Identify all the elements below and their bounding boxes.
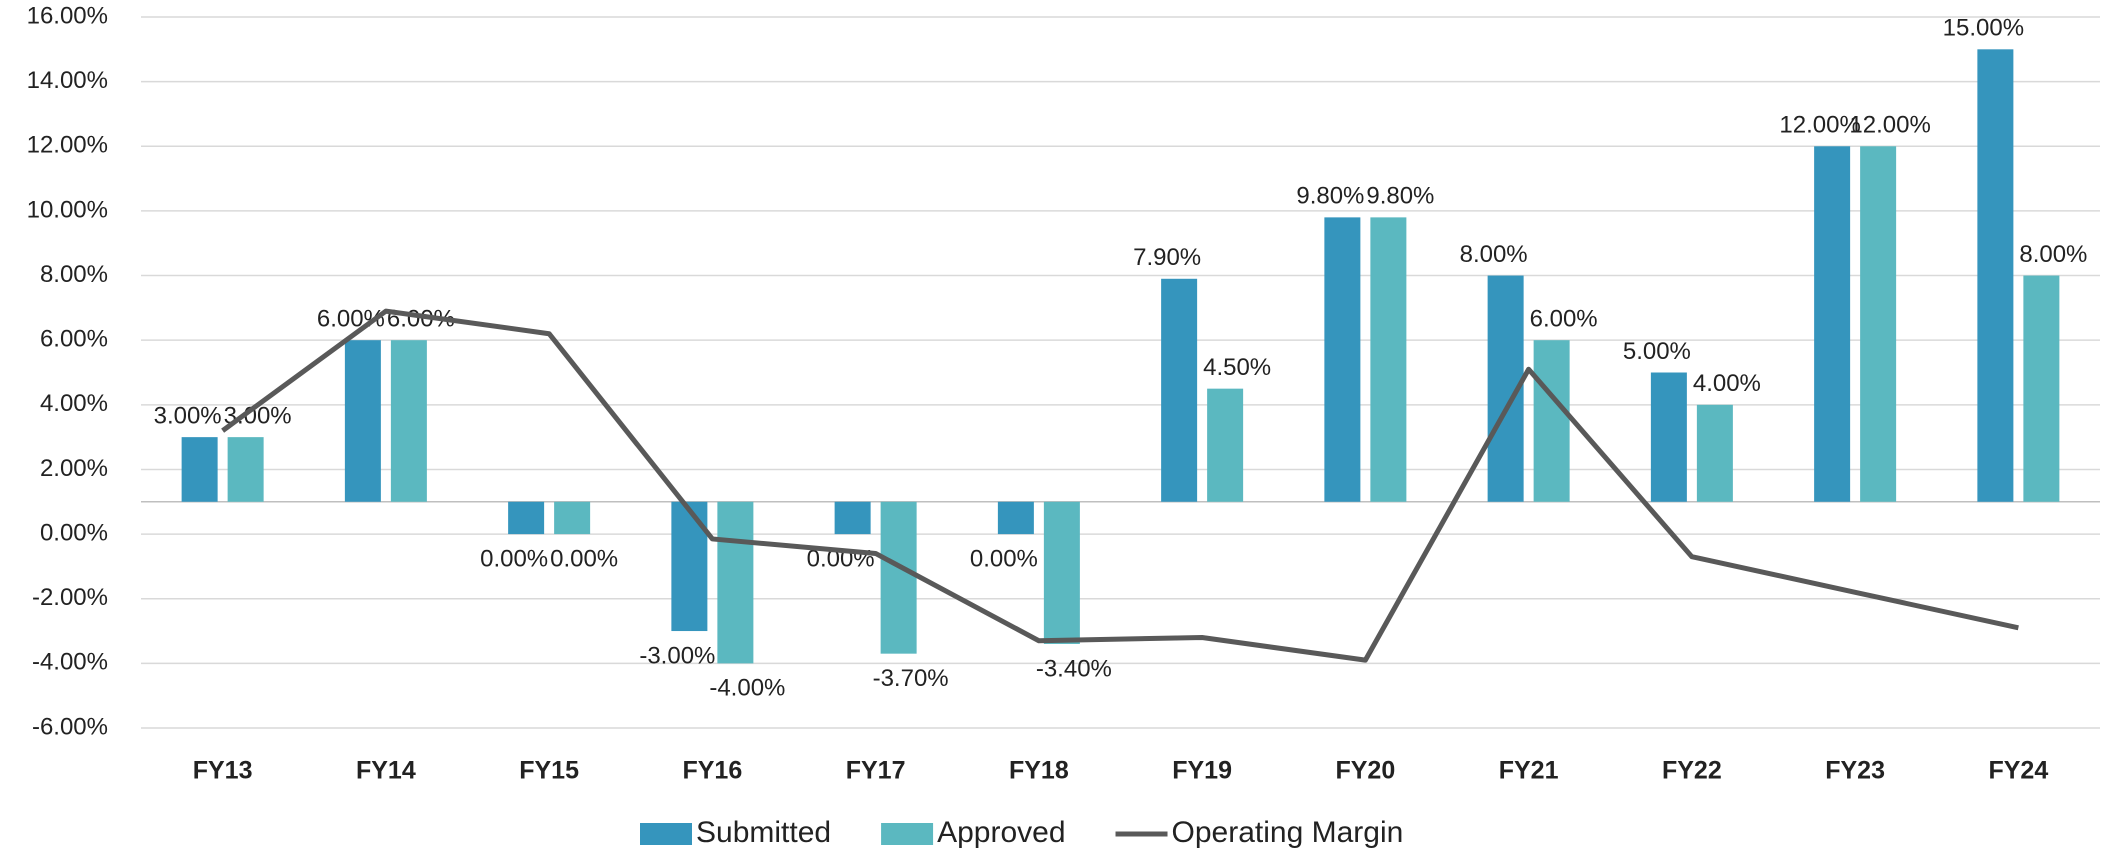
data-label: 3.00% (154, 402, 222, 429)
x-tick-label: FY19 (1172, 757, 1232, 785)
x-tick-label: FY21 (1499, 757, 1559, 785)
data-label: 4.00% (1693, 370, 1761, 397)
legend-label: Submitted (696, 816, 831, 849)
data-label: 4.50% (1203, 354, 1271, 381)
data-label: -4.00% (709, 675, 785, 702)
x-tick-label: FY13 (193, 757, 253, 785)
data-label: 0.00% (480, 545, 548, 572)
data-label: 8.00% (1460, 241, 1528, 268)
bar (1324, 217, 1361, 502)
y-tick-label: 10.00% (27, 196, 108, 223)
bar (1860, 146, 1897, 502)
x-tick-label: FY18 (1009, 757, 1069, 785)
bar (1207, 388, 1244, 502)
y-tick-label: 12.00% (27, 132, 108, 159)
data-label: 5.00% (1623, 338, 1691, 365)
data-label: 0.00% (550, 545, 618, 572)
y-tick-label: 6.00% (40, 326, 108, 353)
line (221, 308, 2019, 663)
bar (880, 501, 917, 654)
bar (508, 501, 545, 535)
bar (1650, 372, 1687, 502)
y-tick-label: 0.00% (40, 519, 108, 546)
bar (1977, 49, 2014, 502)
legend-label: Operating Margin (1172, 816, 1404, 849)
bar (554, 501, 591, 535)
legend-label: Approved (937, 816, 1065, 849)
bar (834, 501, 871, 535)
bar (181, 437, 218, 502)
data-label: 12.00% (1849, 112, 1930, 139)
data-label: 8.00% (2019, 241, 2087, 268)
bar (227, 437, 264, 502)
bar (1533, 340, 1570, 502)
x-tick-label: FY22 (1662, 757, 1722, 785)
data-label: 12.00% (1779, 112, 1860, 139)
y-tick-label: 8.00% (40, 261, 108, 288)
y-tick-label: 2.00% (40, 455, 108, 482)
data-label: 15.00% (1943, 15, 2024, 42)
x-tick-label: FY16 (682, 757, 742, 785)
y-tick-label: 16.00% (27, 2, 108, 29)
x-tick-label: FY17 (846, 757, 906, 785)
bar (2023, 275, 2060, 502)
x-tick-label: FY23 (1825, 757, 1885, 785)
data-label: -3.70% (873, 665, 949, 692)
bar (390, 340, 427, 502)
bar (717, 501, 754, 664)
y-tick-label: 4.00% (40, 390, 108, 417)
bar (344, 340, 381, 502)
x-tick-label: FY20 (1335, 757, 1395, 785)
bar (671, 501, 708, 632)
data-label: 9.80% (1296, 183, 1364, 210)
y-tick-label: 14.00% (27, 67, 108, 94)
data-label: -3.40% (1036, 655, 1112, 682)
x-tick-label: FY24 (1988, 757, 2048, 785)
y-tick-label: -2.00% (32, 584, 108, 611)
bar (1814, 146, 1851, 502)
legend-swatch (640, 823, 692, 845)
x-tick-label: FY15 (519, 757, 579, 785)
y-tick-label: -4.00% (32, 649, 108, 676)
x-tick-label: FY14 (356, 757, 416, 785)
data-label: 9.80% (1366, 183, 1434, 210)
bar (1043, 501, 1080, 644)
bar (1370, 217, 1407, 502)
data-label: 7.90% (1133, 244, 1201, 271)
y-tick-label: -6.00% (32, 713, 108, 740)
bar (1161, 278, 1198, 502)
data-label: -3.00% (639, 642, 715, 669)
bar (997, 501, 1034, 535)
data-label: 0.00% (970, 545, 1038, 572)
bar (1696, 404, 1733, 502)
data-label: 6.00% (1530, 306, 1598, 333)
legend-swatch (881, 823, 934, 845)
